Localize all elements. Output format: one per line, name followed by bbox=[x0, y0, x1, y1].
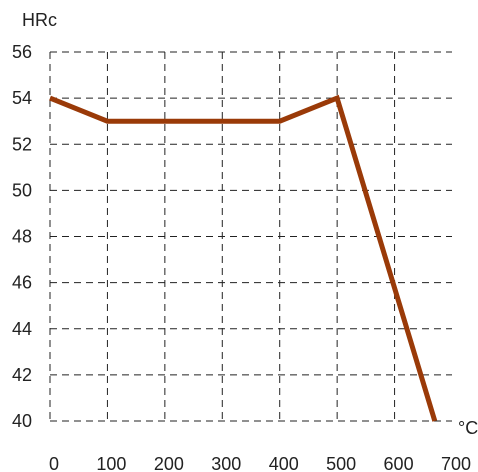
y-tick-label: 56 bbox=[12, 42, 32, 62]
y-tick-label: 50 bbox=[12, 180, 32, 200]
y-tick-label: 52 bbox=[12, 134, 32, 154]
y-tick-label: 46 bbox=[12, 273, 32, 293]
x-tick-label: 200 bbox=[154, 454, 184, 472]
x-tick-label: 700 bbox=[441, 454, 471, 472]
x-tick-label: 0 bbox=[49, 454, 59, 472]
y-tick-label: 42 bbox=[12, 365, 32, 385]
y-tick-label: 54 bbox=[12, 88, 32, 108]
series bbox=[49, 94, 438, 422]
y-axis-label: HRc bbox=[22, 10, 57, 30]
series-line bbox=[49, 94, 438, 422]
y-tick-label: 40 bbox=[12, 411, 32, 431]
x-tick-label: 100 bbox=[96, 454, 126, 472]
x-tick-label: 500 bbox=[326, 454, 356, 472]
x-tick-label: 300 bbox=[211, 454, 241, 472]
x-tick-labels: 0 100 200 300 400 500 600 700 bbox=[49, 454, 471, 472]
y-tick-label: 44 bbox=[12, 319, 32, 339]
x-tick-label: 400 bbox=[269, 454, 299, 472]
y-tick-labels: 40 42 44 46 48 50 52 54 56 bbox=[12, 42, 32, 431]
grid bbox=[49, 51, 452, 422]
x-tick-label: 600 bbox=[384, 454, 414, 472]
x-axis-label: °C bbox=[458, 418, 478, 438]
y-tick-label: 48 bbox=[12, 227, 32, 247]
